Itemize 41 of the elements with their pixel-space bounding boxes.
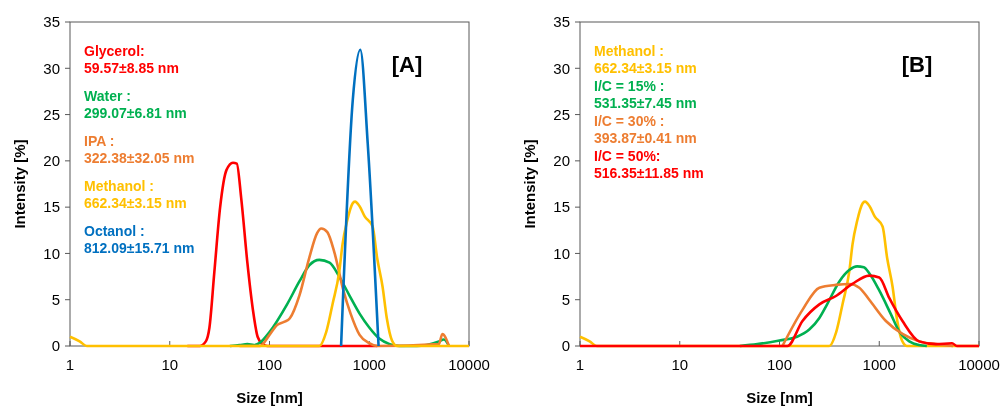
text: I/C = 30% : 393.87±0.41 nm	[594, 113, 697, 146]
y-tick-label: 25	[43, 105, 60, 123]
x-tick-label: 1	[575, 356, 585, 373]
text: Water : 299.07±6.81 nm	[84, 88, 187, 121]
y-tick-label: 15	[553, 198, 570, 216]
y-tick-label: 0	[51, 337, 60, 355]
x-tick-label: 100	[766, 356, 793, 373]
y-tick-label: 10	[553, 244, 570, 262]
text: [B]	[901, 52, 933, 77]
y-tick-label: 25	[553, 105, 570, 123]
text: I/C = 15% : 531.35±7.45 nm	[594, 78, 697, 111]
y-tick-label: 20	[43, 152, 60, 170]
text: I/C = 50%: 516.35±11.85 nm	[594, 148, 704, 181]
x-axis-title: Size [nm]	[236, 389, 303, 406]
y-tick-label: 30	[553, 59, 570, 77]
x-tick-label: 1000	[352, 356, 386, 373]
text: Octanol : 812.09±15.71 nm	[84, 223, 195, 256]
x-tick-label: 1000	[862, 356, 896, 373]
y-tick-label: 5	[561, 290, 570, 308]
x-tick-label: 1	[65, 356, 75, 373]
text: IPA : 322.38±32.05 nm	[84, 133, 195, 166]
x-tick-label: 10	[161, 356, 179, 373]
text: Methanol : 662.34±3.15 nm	[84, 178, 187, 211]
y-tick-label: 20	[553, 152, 570, 170]
text: [A]	[391, 52, 423, 77]
y-tick-label: 5	[51, 290, 60, 308]
y-tick-label: 30	[43, 59, 60, 77]
text: Methanol : 662.34±3.15 nm	[594, 43, 697, 76]
x-tick-label: 10	[671, 356, 689, 373]
y-tick-label: 35	[553, 13, 570, 31]
y-tick-label: 0	[561, 337, 570, 355]
y-tick-label: 35	[43, 13, 60, 31]
x-axis-title: Size [nm]	[746, 389, 813, 406]
x-tick-label: 10000	[448, 356, 490, 373]
x-tick-label: 100	[256, 356, 283, 373]
text: Glycerol: 59.57±8.85 nm	[84, 43, 179, 76]
y-tick-label: 10	[43, 244, 60, 262]
y-tick-label: 15	[43, 198, 60, 216]
x-tick-label: 10000	[958, 356, 1000, 373]
y-axis-title: Intensity [%]	[521, 139, 538, 229]
y-axis-title: Intensity [%]	[11, 139, 28, 229]
